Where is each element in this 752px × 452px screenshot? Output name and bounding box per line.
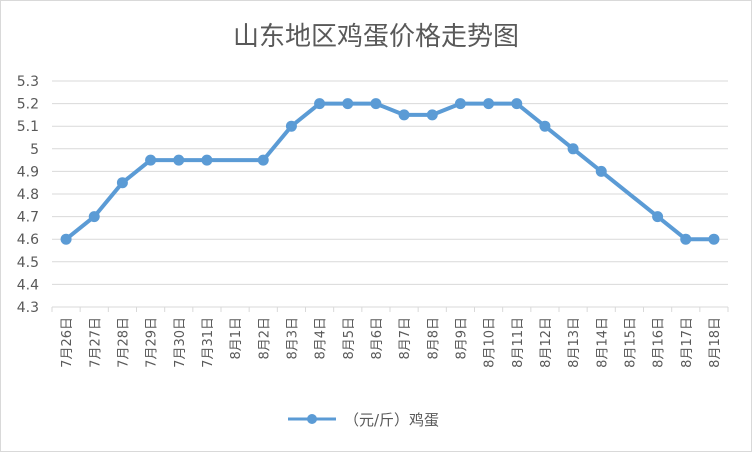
x-tick-label: 8月16日: [652, 317, 667, 368]
data-point: [201, 154, 213, 166]
data-point: [652, 211, 664, 223]
y-tick-label: 4.8: [17, 187, 39, 203]
legend: （元/斤）鸡蛋: [288, 411, 439, 429]
data-point: [285, 120, 297, 132]
data-point: [595, 165, 607, 177]
data-point: [314, 98, 326, 110]
data-point: [511, 98, 523, 110]
x-tick-label: 8月13日: [567, 317, 582, 368]
data-point: [398, 109, 410, 121]
x-tick-label: 8月15日: [623, 317, 638, 368]
data-point: [88, 211, 100, 223]
x-tick-label: 8月9日: [454, 317, 469, 360]
x-tick-label: 8月11日: [511, 317, 526, 368]
x-tick-label: 7月26日: [60, 317, 75, 368]
series-layer: [60, 98, 720, 245]
y-tick-label: 5.2: [17, 97, 39, 113]
x-tick-label: 8月7日: [398, 317, 413, 360]
y-tick-label: 5: [30, 142, 39, 158]
data-point: [539, 120, 551, 132]
x-axis-ticks: 7月26日 7月27日 7月28日 7月29日 7月30日 7月31日 8月1日 8月2日 8月…: [51, 307, 729, 368]
y-tick-label: 4.9: [17, 164, 39, 180]
series-line: [64, 101, 716, 242]
gridlines: [52, 80, 728, 308]
legend-marker-swatch: [307, 414, 317, 424]
data-point: [173, 154, 185, 166]
x-tick-label: 8月6日: [370, 317, 385, 360]
data-point: [342, 98, 354, 110]
x-tick-label: 8月4日: [314, 317, 329, 360]
x-tick-label: 8月14日: [595, 317, 610, 368]
x-tick-label: 7月31日: [201, 317, 216, 368]
y-tick-label: 5.1: [17, 119, 39, 135]
x-tick-label: 8月8日: [426, 317, 441, 360]
data-point: [680, 233, 692, 245]
y-tick-label: 4.3: [17, 300, 39, 316]
x-tick-label: 8月10日: [483, 317, 498, 368]
data-point: [426, 109, 438, 121]
y-tick-label: 4.5: [17, 255, 39, 271]
data-point: [116, 177, 128, 189]
data-point: [145, 154, 157, 166]
x-tick-label: 8月18日: [708, 317, 723, 368]
y-tick-label: 4.7: [17, 210, 39, 226]
x-tick-label: 8月17日: [680, 317, 695, 368]
x-tick-label: 8月5日: [342, 317, 357, 360]
y-axis-ticks: 4.3 4.4 4.5 4.6 4.7 4.8 4.9 5 5.1 5.2 5.3: [17, 74, 39, 316]
y-tick-label: 4.6: [17, 232, 39, 248]
y-tick-label: 5.3: [17, 74, 39, 90]
x-tick-label: 8月3日: [285, 317, 300, 360]
x-tick-label: 7月30日: [173, 317, 188, 368]
chart-title: 山东地区鸡蛋价格走势图: [233, 22, 519, 52]
data-point: [257, 154, 269, 166]
legend-label: （元/斤）鸡蛋: [344, 411, 439, 429]
data-point: [454, 98, 466, 110]
y-tick-label: 4.4: [17, 277, 39, 293]
data-point: [708, 233, 720, 245]
x-tick-label: 7月29日: [145, 317, 160, 368]
data-point: [483, 98, 495, 110]
data-point: [370, 98, 382, 110]
x-tick-label: 8月2日: [257, 317, 272, 360]
x-tick-label: 7月27日: [88, 317, 103, 368]
data-point: [60, 233, 72, 245]
x-tick-label: 8月1日: [229, 317, 244, 360]
x-tick-label: 8月12日: [539, 317, 554, 368]
data-point: [567, 143, 579, 155]
x-tick-label: 7月28日: [116, 317, 131, 368]
